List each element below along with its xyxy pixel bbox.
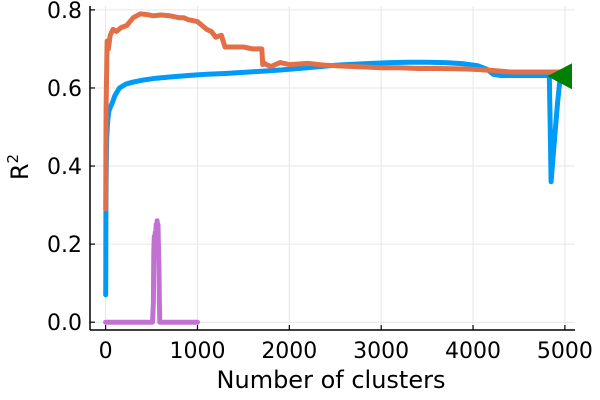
x-axis-label: Number of clusters	[217, 366, 446, 394]
grid	[90, 6, 575, 330]
y-tick-label: 0.8	[47, 0, 82, 24]
x-tick-label: 1000	[169, 339, 225, 364]
y-axis-label-base: R	[6, 163, 34, 180]
x-tick-label: 5000	[537, 339, 593, 364]
triangle-marker	[547, 63, 573, 90]
y-tick-label: 0.0	[47, 311, 82, 336]
axes	[89, 6, 575, 331]
y-axis-label: R2	[4, 154, 34, 180]
series-line-1	[103, 59, 563, 298]
series-line-3	[103, 218, 200, 325]
y-tick-label: 0.6	[47, 77, 82, 102]
x-tick-label: 2000	[261, 339, 317, 364]
y-tick-label: 0.2	[47, 233, 82, 258]
marker-layer	[547, 63, 573, 90]
series-line-2	[103, 11, 563, 212]
y-axis-label-superscript: 2	[4, 154, 22, 164]
ticks: 0 1000 2000 3000 4000 5000 0.0 0.2 0.4 0.6 0.8	[47, 0, 593, 364]
x-tick-label: 0	[99, 339, 113, 364]
y-tick-label: 0.4	[47, 155, 82, 180]
x-tick-label: 4000	[445, 339, 501, 364]
series-layer	[103, 11, 563, 325]
x-tick-label: 3000	[353, 339, 409, 364]
